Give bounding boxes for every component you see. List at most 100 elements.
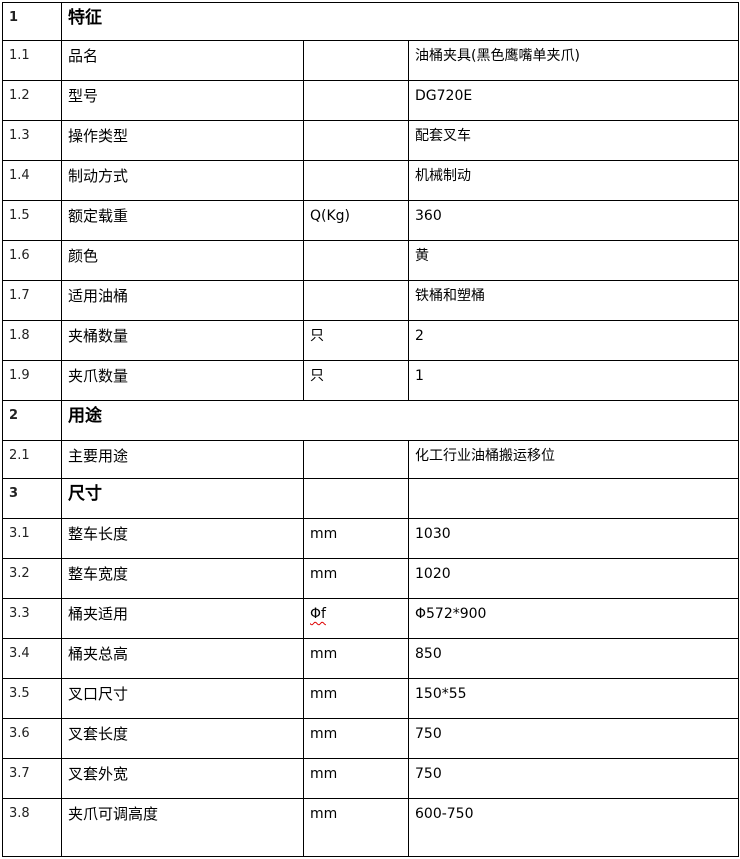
item-unit: Q(Kg) (303, 200, 409, 241)
item-number: 3.2 (2, 558, 62, 599)
item-unit (303, 240, 409, 281)
item-unit (303, 440, 409, 479)
empty-cell (407, 478, 740, 519)
item-value: 机械制动 (407, 160, 740, 201)
table-row: 3.6 叉套长度 mm 750 (2, 718, 740, 759)
item-unit: mm (303, 558, 409, 599)
item-unit: 只 (303, 360, 409, 401)
table-row: 1.5 额定载重 Q(Kg) 360 (2, 200, 740, 241)
item-value: 油桶夹具(黑色鹰嘴单夹爪) (407, 40, 740, 81)
item-number: 1.5 (2, 200, 62, 241)
item-value: 1 (407, 360, 740, 401)
item-number: 1.3 (2, 120, 62, 161)
item-value: 750 (407, 758, 740, 799)
item-unit: 只 (303, 320, 409, 361)
item-value: 150*55 (407, 678, 740, 719)
table-row: 3.2 整车宽度 mm 1020 (2, 558, 740, 599)
section-number: 1 (2, 2, 62, 41)
item-name: 操作类型 (61, 120, 304, 161)
item-name: 制动方式 (61, 160, 304, 201)
table-row: 1.3 操作类型 配套叉车 (2, 120, 740, 161)
item-number: 3.7 (2, 758, 62, 799)
item-name: 适用油桶 (61, 280, 304, 321)
item-name: 整车宽度 (61, 558, 304, 599)
item-name: 型号 (61, 80, 304, 121)
item-value: 1020 (407, 558, 740, 599)
item-name: 叉口尺寸 (61, 678, 304, 719)
item-unit: mm (303, 798, 409, 857)
item-unit: mm (303, 758, 409, 799)
item-unit: mm (303, 718, 409, 759)
item-value: 600-750 (407, 798, 740, 857)
item-unit (303, 80, 409, 121)
item-number: 3.3 (2, 598, 62, 639)
section-header-row: 3 尺寸 (2, 478, 740, 519)
table-row: 3.3 桶夹适用 Φf Φ572*900 (2, 598, 740, 639)
item-unit (303, 40, 409, 81)
item-name: 夹桶数量 (61, 320, 304, 361)
item-number: 1.4 (2, 160, 62, 201)
item-number: 2.1 (2, 440, 62, 479)
item-number: 1.2 (2, 80, 62, 121)
table-row: 3.4 桶夹总高 mm 850 (2, 638, 740, 679)
item-number: 1.6 (2, 240, 62, 281)
item-name: 整车长度 (61, 518, 304, 559)
item-unit: mm (303, 638, 409, 679)
item-number: 3.1 (2, 518, 62, 559)
section-title: 特征 (60, 2, 740, 41)
section-title: 用途 (60, 400, 740, 441)
item-unit (303, 120, 409, 161)
item-number: 3.4 (2, 638, 62, 679)
item-name: 颜色 (61, 240, 304, 281)
item-value: 1030 (407, 518, 740, 559)
item-number: 1.1 (2, 40, 62, 81)
table-row: 1.9 夹爪数量只 1 (2, 360, 740, 401)
item-name: 夹爪数量 (61, 360, 304, 401)
section-number: 3 (2, 478, 62, 519)
item-unit: mm (303, 518, 409, 559)
item-name: 桶夹适用 (61, 598, 304, 639)
item-unit: Φf (303, 598, 409, 639)
item-name: 叉套长度 (61, 718, 304, 759)
section-header-row: 2 用途 (2, 400, 740, 441)
item-value: Φ572*900 (407, 598, 740, 639)
empty-cell (303, 478, 409, 519)
item-name: 桶夹总高 (61, 638, 304, 679)
item-value: 黄 (407, 240, 740, 281)
item-number: 3.5 (2, 678, 62, 719)
item-value: 化工行业油桶搬运移位 (407, 440, 740, 479)
item-value: 850 (407, 638, 740, 679)
item-value: DG720E (407, 80, 740, 121)
item-name: 品名 (61, 40, 304, 81)
table-row: 1.8 夹桶数量只 2 (2, 320, 740, 361)
table-row: 3.1 整车长度 mm 1030 (2, 518, 740, 559)
table-row: 3.8 夹爪可调高度 mm 600-750 (2, 798, 740, 857)
item-number: 1.8 (2, 320, 62, 361)
table-row: 3.7 叉套外宽 mm 750 (2, 758, 740, 799)
item-unit (303, 160, 409, 201)
table-row: 1.7 适用油桶 铁桶和塑桶 (2, 280, 740, 321)
item-name: 叉套外宽 (61, 758, 304, 799)
item-name: 额定载重 (61, 200, 304, 241)
section-header-row: 1 特征 (2, 2, 740, 41)
item-unit (303, 280, 409, 321)
item-number: 1.9 (2, 360, 62, 401)
table-row: 2.1 主要用途 化工行业油桶搬运移位 (2, 440, 740, 479)
table-row: 1.1 品名 油桶夹具(黑色鹰嘴单夹爪) (2, 40, 740, 81)
section-title: 尺寸 (61, 478, 304, 519)
item-value: 2 (407, 320, 740, 361)
table-row: 3.5 叉口尺寸 mm 150*55 (2, 678, 740, 719)
table-row: 1.6 颜色 黄 (2, 240, 740, 281)
item-number: 3.6 (2, 718, 62, 759)
section-number: 2 (2, 400, 62, 441)
item-value: 750 (407, 718, 740, 759)
item-number: 3.8 (2, 798, 62, 857)
item-name: 主要用途 (61, 440, 304, 479)
table-row: 1.4 制动方式 机械制动 (2, 160, 740, 201)
item-value: 配套叉车 (407, 120, 740, 161)
item-unit: mm (303, 678, 409, 719)
item-value: 360 (407, 200, 740, 241)
table-row: 1.2 型号 DG720E (2, 80, 740, 121)
item-number: 1.7 (2, 280, 62, 321)
